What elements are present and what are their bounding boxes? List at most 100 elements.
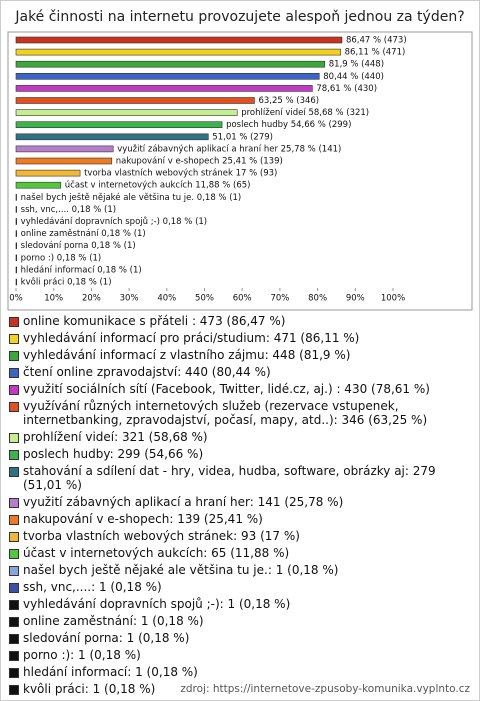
value-label: využití zábavných aplikací a hraní her 2… — [117, 144, 341, 154]
legend-swatch — [9, 549, 19, 559]
legend-swatch — [9, 685, 19, 695]
legend-swatch — [9, 583, 19, 593]
legend-swatch — [9, 532, 19, 542]
bar — [15, 254, 17, 262]
legend-item: kvôli práci: 1 (0,18 %) — [8, 682, 470, 696]
legend-label: stahování a sdílení dat - hry, videa, hu… — [23, 464, 436, 492]
value-label: účast v internetových aukcích 11,88 % (6… — [65, 180, 251, 191]
legend-label: online komunikace s přáteli : 473 (86,47… — [23, 314, 286, 328]
legend-label: porno :): 1 (0,18 %) — [23, 648, 141, 662]
value-label: hledání informací 0,18 % (1) — [21, 265, 142, 275]
legend-swatch — [9, 498, 19, 508]
legend-swatch — [9, 351, 19, 361]
bar — [15, 145, 114, 153]
legend-item: tvorba vlastních webových stránek: 93 (1… — [8, 529, 470, 543]
legend-label: poslech hudby: 299 (54,66 %) — [23, 447, 204, 461]
legend-swatch — [9, 402, 19, 412]
legend-swatch — [9, 450, 19, 460]
legend: online komunikace s přáteli : 473 (86,47… — [8, 314, 470, 699]
value-label: 78,61 % (430) — [316, 84, 377, 94]
x-tick-label: 80% — [308, 294, 327, 304]
legend-label: hledání informací: 1 (0,18 %) — [23, 665, 198, 679]
chart-title: Jaké činnosti na internetu provozujete a… — [15, 9, 465, 25]
x-tick-label: 70% — [270, 294, 289, 304]
legend-item: online zaměstnání: 1 (0,18 %) — [8, 614, 470, 628]
bar — [15, 97, 255, 104]
bar — [15, 206, 17, 213]
legend-label: využití sociálních sítí (Facebook, Twitt… — [23, 382, 430, 396]
legend-label: tvorba vlastních webových stránek: 93 (1… — [23, 529, 300, 543]
legend-item: vyhledávání dopravních spojů ;-): 1 (0,1… — [8, 597, 470, 611]
bar — [15, 181, 62, 189]
bar — [15, 121, 223, 128]
legend-item: hledání informací: 1 (0,18 %) — [8, 665, 470, 679]
value-label: porno :) 0,18 % (1) — [21, 253, 102, 263]
bar — [15, 109, 238, 116]
value-label: ssh, vnc,.... 0,18 % (1) — [21, 205, 116, 215]
value-label: sledování porna 0,18 % (1) — [21, 241, 136, 251]
bar — [15, 230, 17, 237]
chart: 0% 10% 20% 30% 40% 50% 60% 70% 80% 90% 100% 86,47 %… — [7, 31, 473, 311]
legend-label: čtení online zpravodajství: 440 (80,44 %… — [23, 365, 271, 379]
legend-swatch — [9, 600, 19, 610]
bar — [15, 278, 17, 286]
legend-label: vyhledávání informací z vlastního zájmu:… — [23, 348, 351, 362]
x-tick-label: 60% — [233, 294, 252, 304]
bar — [15, 157, 113, 165]
x-tick-label: 10% — [44, 294, 63, 304]
legend-item: využívání různých internetových služeb (… — [8, 399, 470, 427]
plot-frame — [7, 31, 473, 311]
bar — [15, 242, 17, 249]
legend-label: vyhledávání dopravních spojů ;-): 1 (0,1… — [23, 597, 291, 611]
legend-item: čtení online zpravodajství: 440 (80,44 %… — [8, 365, 470, 379]
legend-item: využití zábavných aplikací a hraní her: … — [8, 495, 470, 509]
legend-swatch — [9, 515, 19, 525]
value-label: tvorba vlastních webových stránek 17 % (… — [84, 169, 277, 179]
legend-item: sledování porna: 1 (0,18 %) — [8, 631, 470, 645]
x-tick-label: 50% — [195, 294, 214, 304]
value-label: 80,44 % (440) — [323, 72, 384, 82]
value-label: vyhledávání dopravních spojů ;-) 0,18 % … — [21, 216, 207, 227]
legend-item: porno :): 1 (0,18 %) — [8, 648, 470, 662]
legend-item: nakupování v e-shopech: 139 (25,41 %) — [8, 512, 470, 526]
legend-swatch — [9, 668, 19, 678]
legend-item: poslech hudby: 299 (54,66 %) — [8, 447, 470, 461]
legend-item: online komunikace s přáteli : 473 (86,47… — [8, 314, 470, 328]
legend-swatch — [9, 467, 19, 477]
x-tick-label: 30% — [120, 294, 139, 304]
legend-item: našel bych ještě nějaké ale většina tu j… — [8, 563, 470, 577]
value-label: našel bych ještě nějaké ale většina tu j… — [21, 192, 242, 203]
legend-swatch — [9, 334, 19, 344]
x-tick-label: 0% — [9, 294, 23, 304]
legend-label: účast v internetových aukcích: 65 (11,88… — [23, 546, 290, 560]
legend-swatch — [9, 433, 19, 443]
legend-swatch — [9, 566, 19, 576]
bar — [15, 169, 81, 177]
legend-item: stahování a sdílení dat - hry, videa, hu… — [8, 464, 470, 492]
legend-label: využívání různých internetových služeb (… — [23, 399, 428, 427]
bar — [15, 48, 341, 56]
value-label: prohlížení videí 58,68 % (321) — [241, 108, 369, 118]
legend-item: prohlížení videí: 321 (58,68 %) — [8, 430, 470, 444]
value-label: 81,9 % (448) — [329, 60, 384, 70]
value-label: poslech hudby 54,66 % (299) — [226, 120, 351, 130]
value-label: 63,25 % (346) — [258, 96, 319, 106]
value-label: 51,01 % (279) — [212, 132, 273, 142]
value-label: kvôli práci 0,18 % (1) — [21, 277, 112, 288]
legend-label: využití zábavných aplikací a hraní her: … — [23, 495, 344, 509]
bar — [15, 218, 17, 225]
legend-label: kvôli práci: 1 (0,18 %) — [23, 682, 156, 696]
legend-label: ssh, vnc,....: 1 (0,18 %) — [23, 580, 162, 594]
source: zdroj: https://internetove-zpusoby-komun… — [180, 683, 470, 695]
legend-label: nakupování v e-shopech: 139 (25,41 %) — [23, 512, 263, 526]
legend-item: vyhledávání informací pro práci/studium:… — [8, 331, 470, 345]
value-label: online zaměstnání 0,18 % (1) — [21, 229, 146, 239]
value-label: nakupování v e-shopech 25,41 % (139) — [116, 157, 283, 167]
bar — [15, 194, 17, 201]
x-tick-label: 100% — [381, 294, 405, 304]
legend-swatch — [9, 368, 19, 378]
legend-label: online zaměstnání: 1 (0,18 %) — [23, 614, 204, 628]
bar — [15, 85, 313, 92]
bar — [15, 266, 17, 274]
